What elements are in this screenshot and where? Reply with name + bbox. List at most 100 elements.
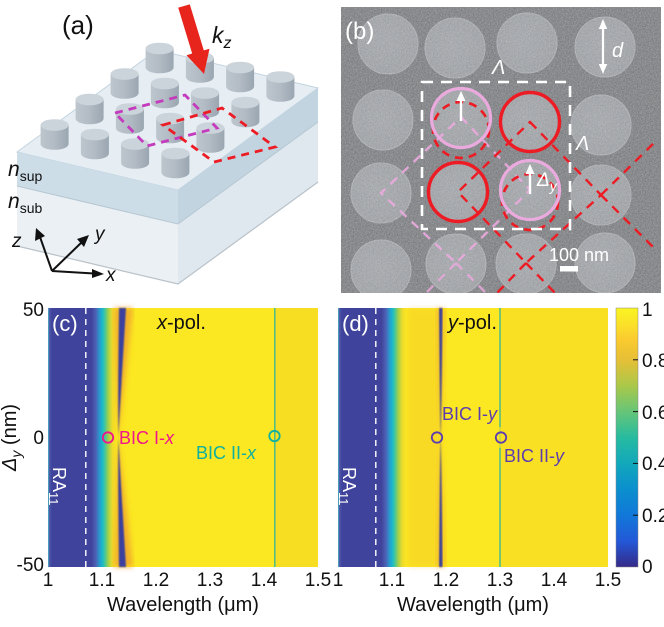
- panel-d-label: (d): [342, 311, 369, 336]
- pillar: [196, 122, 225, 153]
- svg-text:1.5: 1.5: [305, 570, 331, 591]
- ra-label-d: RA11: [336, 467, 359, 506]
- coordinate-axes: [35, 228, 104, 278]
- panel-c-heatmap: RA11 BIC I-x BIC II-x (c) x-pol. 1 1.1 1…: [0, 300, 331, 616]
- svg-text:1: 1: [333, 570, 344, 591]
- x-axis-ticks-c: 1 1.1 1.2 1.3 1.4 1.5: [43, 570, 332, 591]
- colorbar-tick-labels: 1 0.8 0.6 0.4 0.2 0: [642, 300, 664, 578]
- panel-b-sem: Δy Λ Λ d 100 nm (b): [341, 7, 661, 293]
- pillar: [75, 93, 104, 125]
- kz-label: kz: [212, 22, 232, 52]
- svg-text:1.1: 1.1: [379, 570, 405, 591]
- heatmap-d-right-tint: [501, 308, 608, 567]
- panel-a-label: (a): [62, 10, 94, 40]
- panel-b-label: (b): [345, 18, 374, 45]
- bic2y-marker: [494, 431, 508, 444]
- n-sup-label: nsup: [8, 158, 42, 184]
- svg-text:1.4: 1.4: [541, 570, 568, 591]
- red-unit-cell-diamond: [159, 106, 279, 164]
- pillar: [80, 128, 109, 160]
- svg-text:-50: -50: [17, 555, 44, 576]
- heatmap-c-right-tint: [275, 308, 318, 567]
- delta-y-label: Δy: [536, 170, 558, 194]
- slab-right-sub-face: [178, 122, 318, 284]
- pink-sublattice-diamond: [379, 115, 532, 265]
- bic2y-label: BIC II-y: [504, 446, 565, 466]
- colorbar-gradient: [615, 307, 639, 568]
- heatmap-d-resonance-dark-line: [439, 308, 443, 567]
- kz-arrow: [178, 4, 210, 74]
- pillar: [145, 42, 174, 74]
- pillar: [161, 147, 190, 179]
- slab-right-sup-face: [178, 88, 318, 224]
- heatmap-c-resonance-dark-line: [118, 308, 126, 567]
- pink-sublattice-extension: [425, 262, 487, 293]
- svg-text:0.8: 0.8: [642, 351, 664, 372]
- red-sublattice-diamond: [456, 120, 603, 265]
- pillar: [231, 96, 260, 128]
- slab-bottom-edge: [16, 181, 319, 285]
- x-axis-ticks-d: 1 1.1 1.2 1.3 1.4 1.5: [333, 570, 622, 591]
- panel-c-title: x-pol.: [156, 312, 206, 334]
- panel-d-title: y-pol.: [446, 312, 497, 334]
- panel-d-heatmap: RA11 BIC I-y BIC II-y (d) y-pol. 1 1.1 1…: [333, 308, 622, 616]
- ra-label-c: RA11: [46, 467, 69, 506]
- y-axis-label: y: [93, 224, 106, 245]
- n-sub-label: nsub: [8, 190, 42, 216]
- bic1x-label: BIC I-x: [119, 428, 175, 448]
- bic1y-label: BIC I-y: [442, 404, 498, 424]
- red-sublattice-extension: [496, 140, 657, 293]
- scalebar: [560, 266, 578, 272]
- svg-text:0: 0: [642, 557, 653, 578]
- panel-c-label: (c): [52, 311, 78, 336]
- colorbar-ticks: [633, 359, 638, 516]
- shift-arrow: [456, 91, 535, 194]
- bic2x-marker: [268, 429, 281, 443]
- heatmap-d-ra-band: [338, 308, 408, 567]
- y-axis-label-c: Δy (nm): [0, 404, 24, 472]
- pillar: [40, 119, 69, 150]
- x-axis-label-d: Wavelength (μm): [397, 594, 549, 616]
- bic2x-label: BIC II-x: [196, 443, 257, 463]
- pink-shifted-disk-outline: [498, 158, 562, 222]
- x-axis-label-c: Wavelength (μm): [107, 594, 259, 616]
- svg-text:0.6: 0.6: [642, 403, 664, 424]
- red-disk-outline: [426, 160, 490, 224]
- svg-text:1.2: 1.2: [143, 570, 169, 591]
- period-square: [420, 80, 572, 231]
- svg-text:1.5: 1.5: [595, 570, 621, 591]
- svg-text:0: 0: [33, 428, 44, 449]
- pillar: [150, 77, 179, 109]
- svg-text:1.3: 1.3: [487, 570, 513, 591]
- x-axis-label: x: [105, 265, 117, 286]
- svg-text:0.4: 0.4: [642, 454, 664, 475]
- z-axis-label: z: [11, 231, 22, 252]
- colorbar: 1 0.8 0.6 0.4 0.2 0: [615, 300, 664, 578]
- bic1y-marker: [430, 431, 444, 444]
- svg-text:50: 50: [23, 300, 44, 321]
- magenta-unit-cell-diamond: [112, 93, 220, 148]
- svg-text:1.1: 1.1: [89, 570, 115, 591]
- lambda-label-top: Λ: [491, 57, 505, 79]
- pillar: [191, 87, 220, 118]
- heatmap-c-ra-band: [48, 308, 118, 567]
- bic1x-marker: [101, 431, 115, 444]
- red-disk-outline: [498, 90, 562, 154]
- heatmap-d-mid-tint: [408, 308, 440, 567]
- svg-text:1.2: 1.2: [433, 570, 459, 591]
- y-axis-ticks-c: 50 0 -50: [17, 300, 44, 576]
- lambda-label-right: Λ: [575, 133, 589, 155]
- slab-front-sub-face: [17, 186, 178, 284]
- pillar: [121, 138, 150, 169]
- svg-text:1: 1: [642, 300, 653, 321]
- pillar: [266, 71, 295, 102]
- svg-text:1: 1: [43, 570, 54, 591]
- d-label: d: [612, 40, 624, 62]
- scalebar-label: 100 nm: [549, 245, 609, 265]
- svg-text:0.2: 0.2: [642, 506, 664, 527]
- pillar: [226, 61, 255, 93]
- sem-noise-texture: [341, 7, 661, 293]
- pink-shifted-disk-outline: [429, 86, 493, 150]
